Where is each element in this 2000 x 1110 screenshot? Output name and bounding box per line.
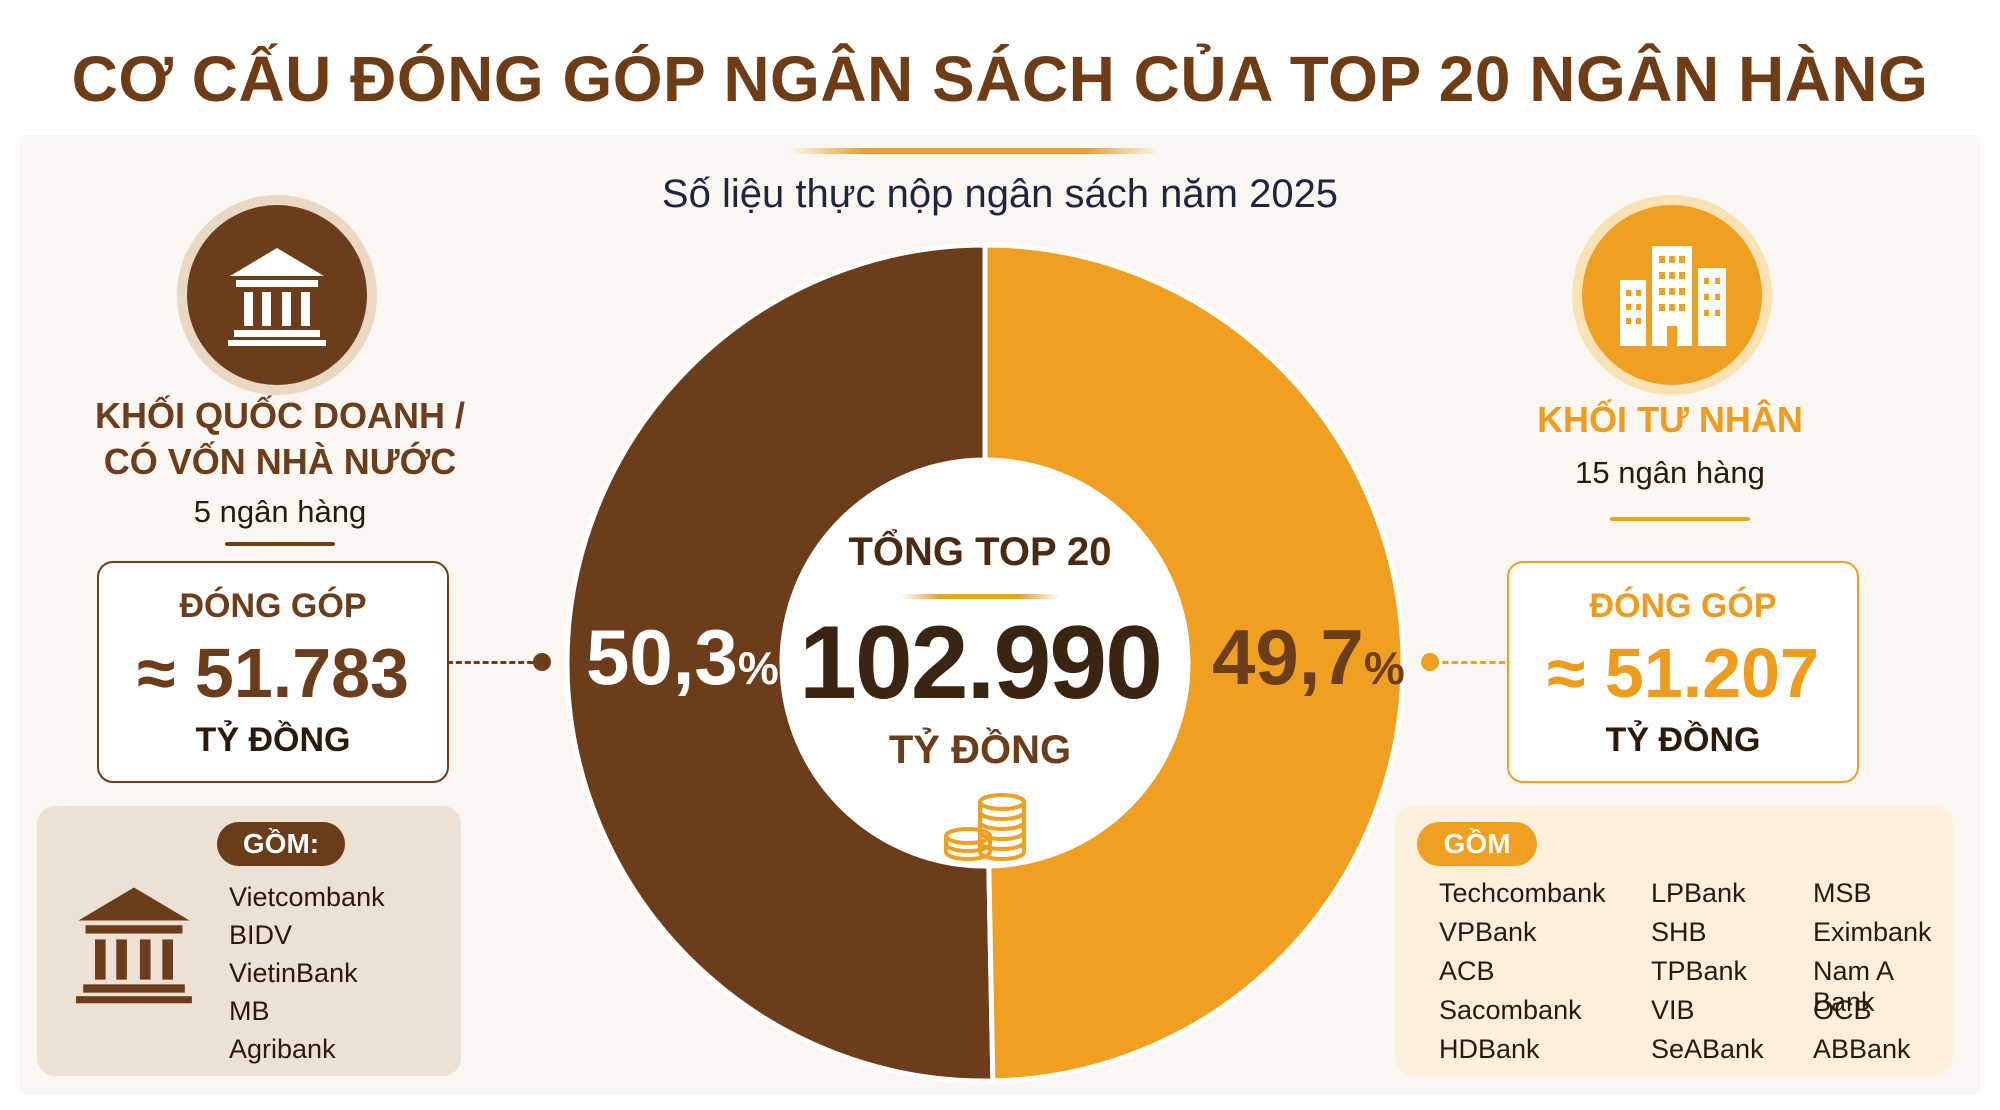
state-members-label: GỒM: (217, 822, 345, 866)
page-title: CƠ CẤU ĐÓNG GÓP NGÂN SÁCH CỦA TOP 20 NGÂ… (71, 43, 1929, 115)
private-bank-item: ACB (1439, 956, 1495, 986)
private-contribution-value: ≈ 51.207 (1547, 634, 1819, 712)
donut-slice-state (564, 242, 996, 1084)
state-bank-item: VietinBank (229, 958, 358, 988)
private-bank-badge (1582, 205, 1762, 385)
private-contribution-box: ĐÓNG GÓP ≈ 51.207 TỶ ĐỒNG (1507, 561, 1859, 783)
private-bank-item: Nam A Bank (1813, 956, 1893, 1017)
private-group-count: 15 ngân hàng (1575, 455, 1765, 490)
state-group-divider (225, 542, 335, 546)
state-group-title-line2: CÓ VỐN NHÀ NƯỚC (103, 441, 457, 482)
private-connector-line (1433, 661, 1505, 664)
private-bank-item: VPBank (1439, 917, 1537, 947)
private-bank-item: SeABank (1651, 1034, 1764, 1064)
bank-building-icon (76, 887, 192, 1004)
donut-center-hole (784, 462, 1186, 864)
state-connector-line (447, 661, 542, 664)
private-connector-dot (1421, 653, 1439, 671)
state-contribution-unit: TỶ ĐỒNG (195, 721, 351, 759)
state-connector-dot (533, 653, 551, 671)
private-bank-item: VIB (1651, 995, 1695, 1025)
state-percent-sign: % (737, 642, 779, 694)
total-value: 102.990 (799, 605, 1163, 721)
private-members-panel: GỒM Techcombank VPBank ACB Sacombank HDB… (1395, 806, 1953, 1076)
state-bank-badge (187, 205, 367, 385)
total-title: TỔNG TOP 20 (848, 530, 1112, 574)
state-percent-label: 50,3% (586, 612, 779, 703)
state-bank-item: MB (229, 996, 270, 1026)
state-members-panel: GỒM: Vietcombank BIDV VietinBank MB Agri… (37, 806, 461, 1076)
state-percent-value: 50,3 (586, 613, 738, 701)
private-bank-item: HDBank (1439, 1034, 1540, 1064)
private-group-title: KHỐI TƯ NHÂN (1537, 399, 1803, 440)
private-bank-item: Sacombank (1439, 995, 1582, 1025)
page-subtitle: Số liệu thực nộp ngân sách năm 2025 (661, 172, 1339, 216)
total-divider (900, 594, 1060, 599)
private-bank-item: Techcombank (1439, 878, 1606, 908)
title-divider (790, 148, 1160, 154)
private-group-divider (1610, 517, 1750, 521)
private-bank-item: MSB (1813, 878, 1872, 908)
private-percent-value: 49,7 (1212, 613, 1364, 701)
state-contribution-label: ĐÓNG GÓP (179, 587, 367, 625)
private-percent-sign: % (1363, 642, 1405, 694)
bank-building-icon (228, 248, 326, 346)
private-bank-item: OCB (1813, 995, 1872, 1025)
state-contribution-box: ĐÓNG GÓP ≈ 51.783 TỶ ĐỒNG (97, 561, 449, 783)
state-bank-item: BIDV (229, 920, 293, 950)
private-bank-item: ABBank (1813, 1034, 1911, 1064)
private-contribution-label: ĐÓNG GÓP (1589, 587, 1777, 625)
private-members-label: GỒM (1417, 822, 1537, 866)
donut-slice-private (982, 242, 1406, 1084)
state-group-title-line1: KHỐI QUỐC DOANH / (94, 395, 465, 436)
state-group-count: 5 ngân hàng (193, 494, 367, 529)
state-bank-item: Vietcombank (229, 882, 385, 912)
state-group-title: KHỐI QUỐC DOANH / CÓ VỐN NHÀ NƯỚC (60, 393, 500, 485)
private-contribution-unit: TỶ ĐỒNG (1605, 721, 1761, 759)
state-bank-item: Agribank (229, 1034, 336, 1064)
private-bank-item: Eximbank (1813, 917, 1932, 947)
private-bank-item: TPBank (1651, 956, 1748, 986)
office-buildings-icon (1620, 246, 1726, 346)
state-contribution-value: ≈ 51.783 (137, 634, 409, 712)
private-bank-item: LPBank (1651, 878, 1746, 908)
private-bank-item: SHB (1651, 917, 1707, 947)
coin-stack-icon (944, 793, 1026, 861)
private-percent-label: 49,7% (1212, 612, 1405, 703)
total-unit: TỶ ĐỒNG (888, 728, 1072, 772)
